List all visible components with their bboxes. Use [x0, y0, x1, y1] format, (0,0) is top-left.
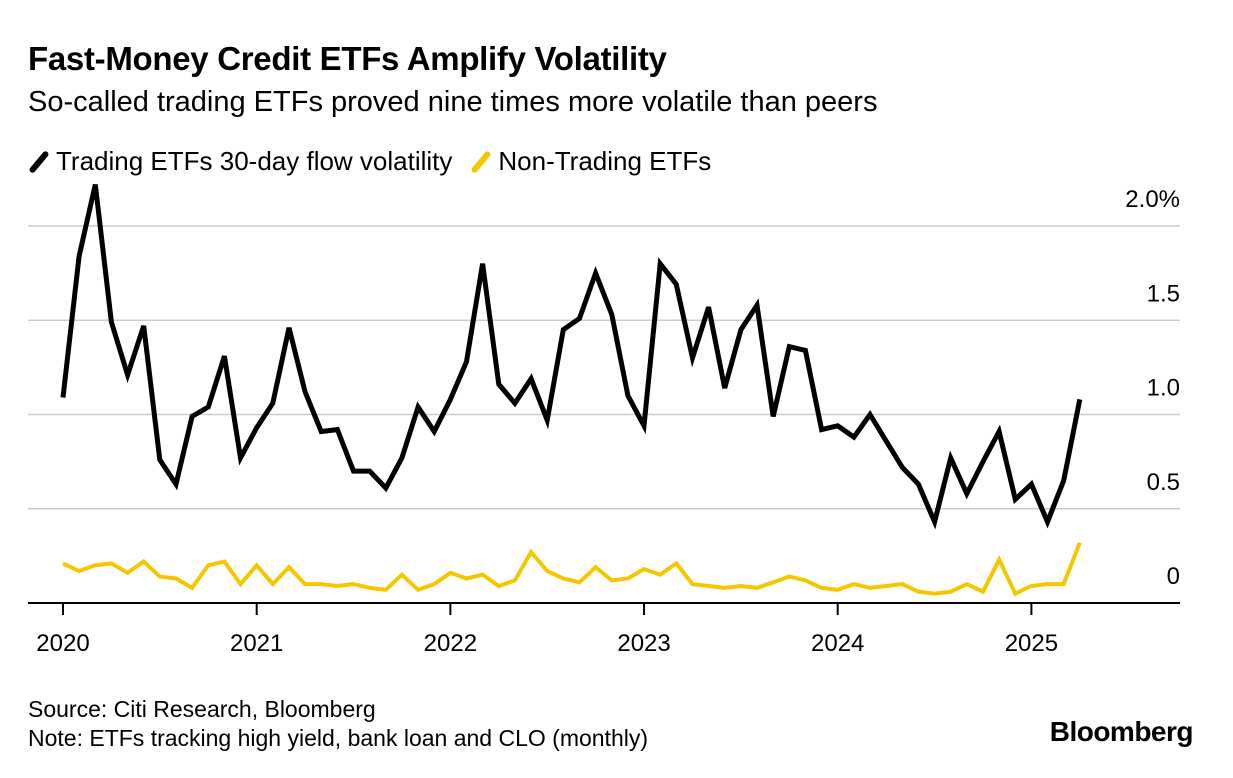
x-tick-label: 2022: [424, 630, 477, 657]
bloomberg-logo: Bloomberg: [1049, 716, 1194, 747]
source-note: Source: Citi Research, Bloomberg: [28, 696, 376, 722]
y-tick-label: 0.5: [1147, 469, 1180, 496]
x-tick-label: 2023: [617, 630, 670, 657]
x-tick-label: 2025: [1005, 630, 1058, 657]
series-line-non-trading: [62, 541, 1082, 597]
legend-item-trading: Trading ETFs 30-day flow volatility: [28, 146, 453, 177]
legend-label-non-trading: Non-Trading ETFs: [498, 146, 712, 176]
x-tick-label: 2024: [811, 630, 864, 657]
x-tick-label: 2021: [230, 630, 283, 657]
y-tick-label: 1.5: [1147, 280, 1180, 307]
chart-title: Fast-Money Credit ETFs Amplify Volatilit…: [28, 40, 667, 77]
legend: Trading ETFs 30-day flow volatility Non-…: [28, 146, 731, 177]
chart-subtitle: So-called trading ETFs proved nine times…: [28, 86, 878, 118]
y-tick-label: 0: [1167, 563, 1180, 590]
x-tick-label: 2020: [36, 630, 89, 657]
legend-item-non-trading: Non-Trading ETFs: [470, 146, 712, 177]
footnote: Note: ETFs tracking high yield, bank loa…: [28, 725, 649, 751]
series-line-trading: [60, 183, 1083, 530]
y-tick-label: 2.0%: [1125, 186, 1180, 213]
y-tick-label: 1.0: [1147, 375, 1180, 402]
legend-label-trading: Trading ETFs 30-day flow volatility: [56, 146, 453, 176]
